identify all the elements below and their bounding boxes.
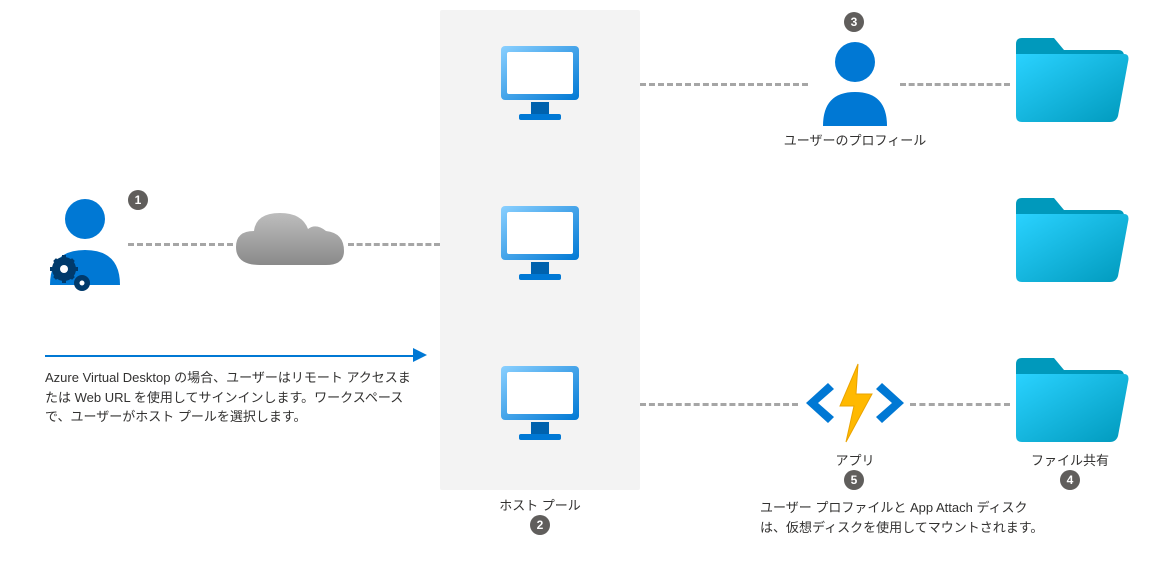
edge-user-folder1 xyxy=(900,83,1010,86)
badge-2-num: 2 xyxy=(537,518,544,532)
callout-2-text: ユーザー プロファイルと App Attach ディスクは、仮想ディスクを使用し… xyxy=(760,498,1050,537)
arrow-head-icon xyxy=(413,348,427,362)
monitor-icon-2 xyxy=(495,200,585,290)
badge-3-num: 3 xyxy=(851,15,858,29)
user-profile-icon xyxy=(815,40,895,130)
edge-app-folder3 xyxy=(910,403,1010,406)
user-gear-icon xyxy=(40,195,130,295)
callout-1-text: Azure Virtual Desktop の場合、ユーザーはリモート アクセス… xyxy=(45,368,415,427)
folder-icon-3 xyxy=(1010,350,1130,450)
arrow-line xyxy=(45,355,415,357)
app-label: アプリ xyxy=(800,450,910,469)
monitor-icon-3 xyxy=(495,360,585,450)
badge-5: 5 xyxy=(844,470,864,490)
badge-3: 3 xyxy=(844,12,864,32)
edge-monitor1-user xyxy=(640,83,808,86)
badge-1-num: 1 xyxy=(135,193,142,207)
file-share-label: ファイル共有 xyxy=(1010,450,1130,469)
host-pool-label: ホスト プール xyxy=(440,495,640,514)
edge-cloud-hostpool xyxy=(348,243,440,246)
functions-icon xyxy=(800,358,910,448)
badge-5-num: 5 xyxy=(851,473,858,487)
folder-icon-2 xyxy=(1010,190,1130,290)
cloud-icon xyxy=(230,205,350,285)
user-profile-label: ユーザーのプロフィール xyxy=(770,130,940,149)
folder-icon-1 xyxy=(1010,30,1130,130)
badge-1: 1 xyxy=(128,190,148,210)
badge-4: 4 xyxy=(1060,470,1080,490)
edge-user-cloud xyxy=(128,243,233,246)
monitor-icon-1 xyxy=(495,40,585,130)
badge-4-num: 4 xyxy=(1067,473,1074,487)
edge-monitor3-app xyxy=(640,403,798,406)
badge-2: 2 xyxy=(530,515,550,535)
